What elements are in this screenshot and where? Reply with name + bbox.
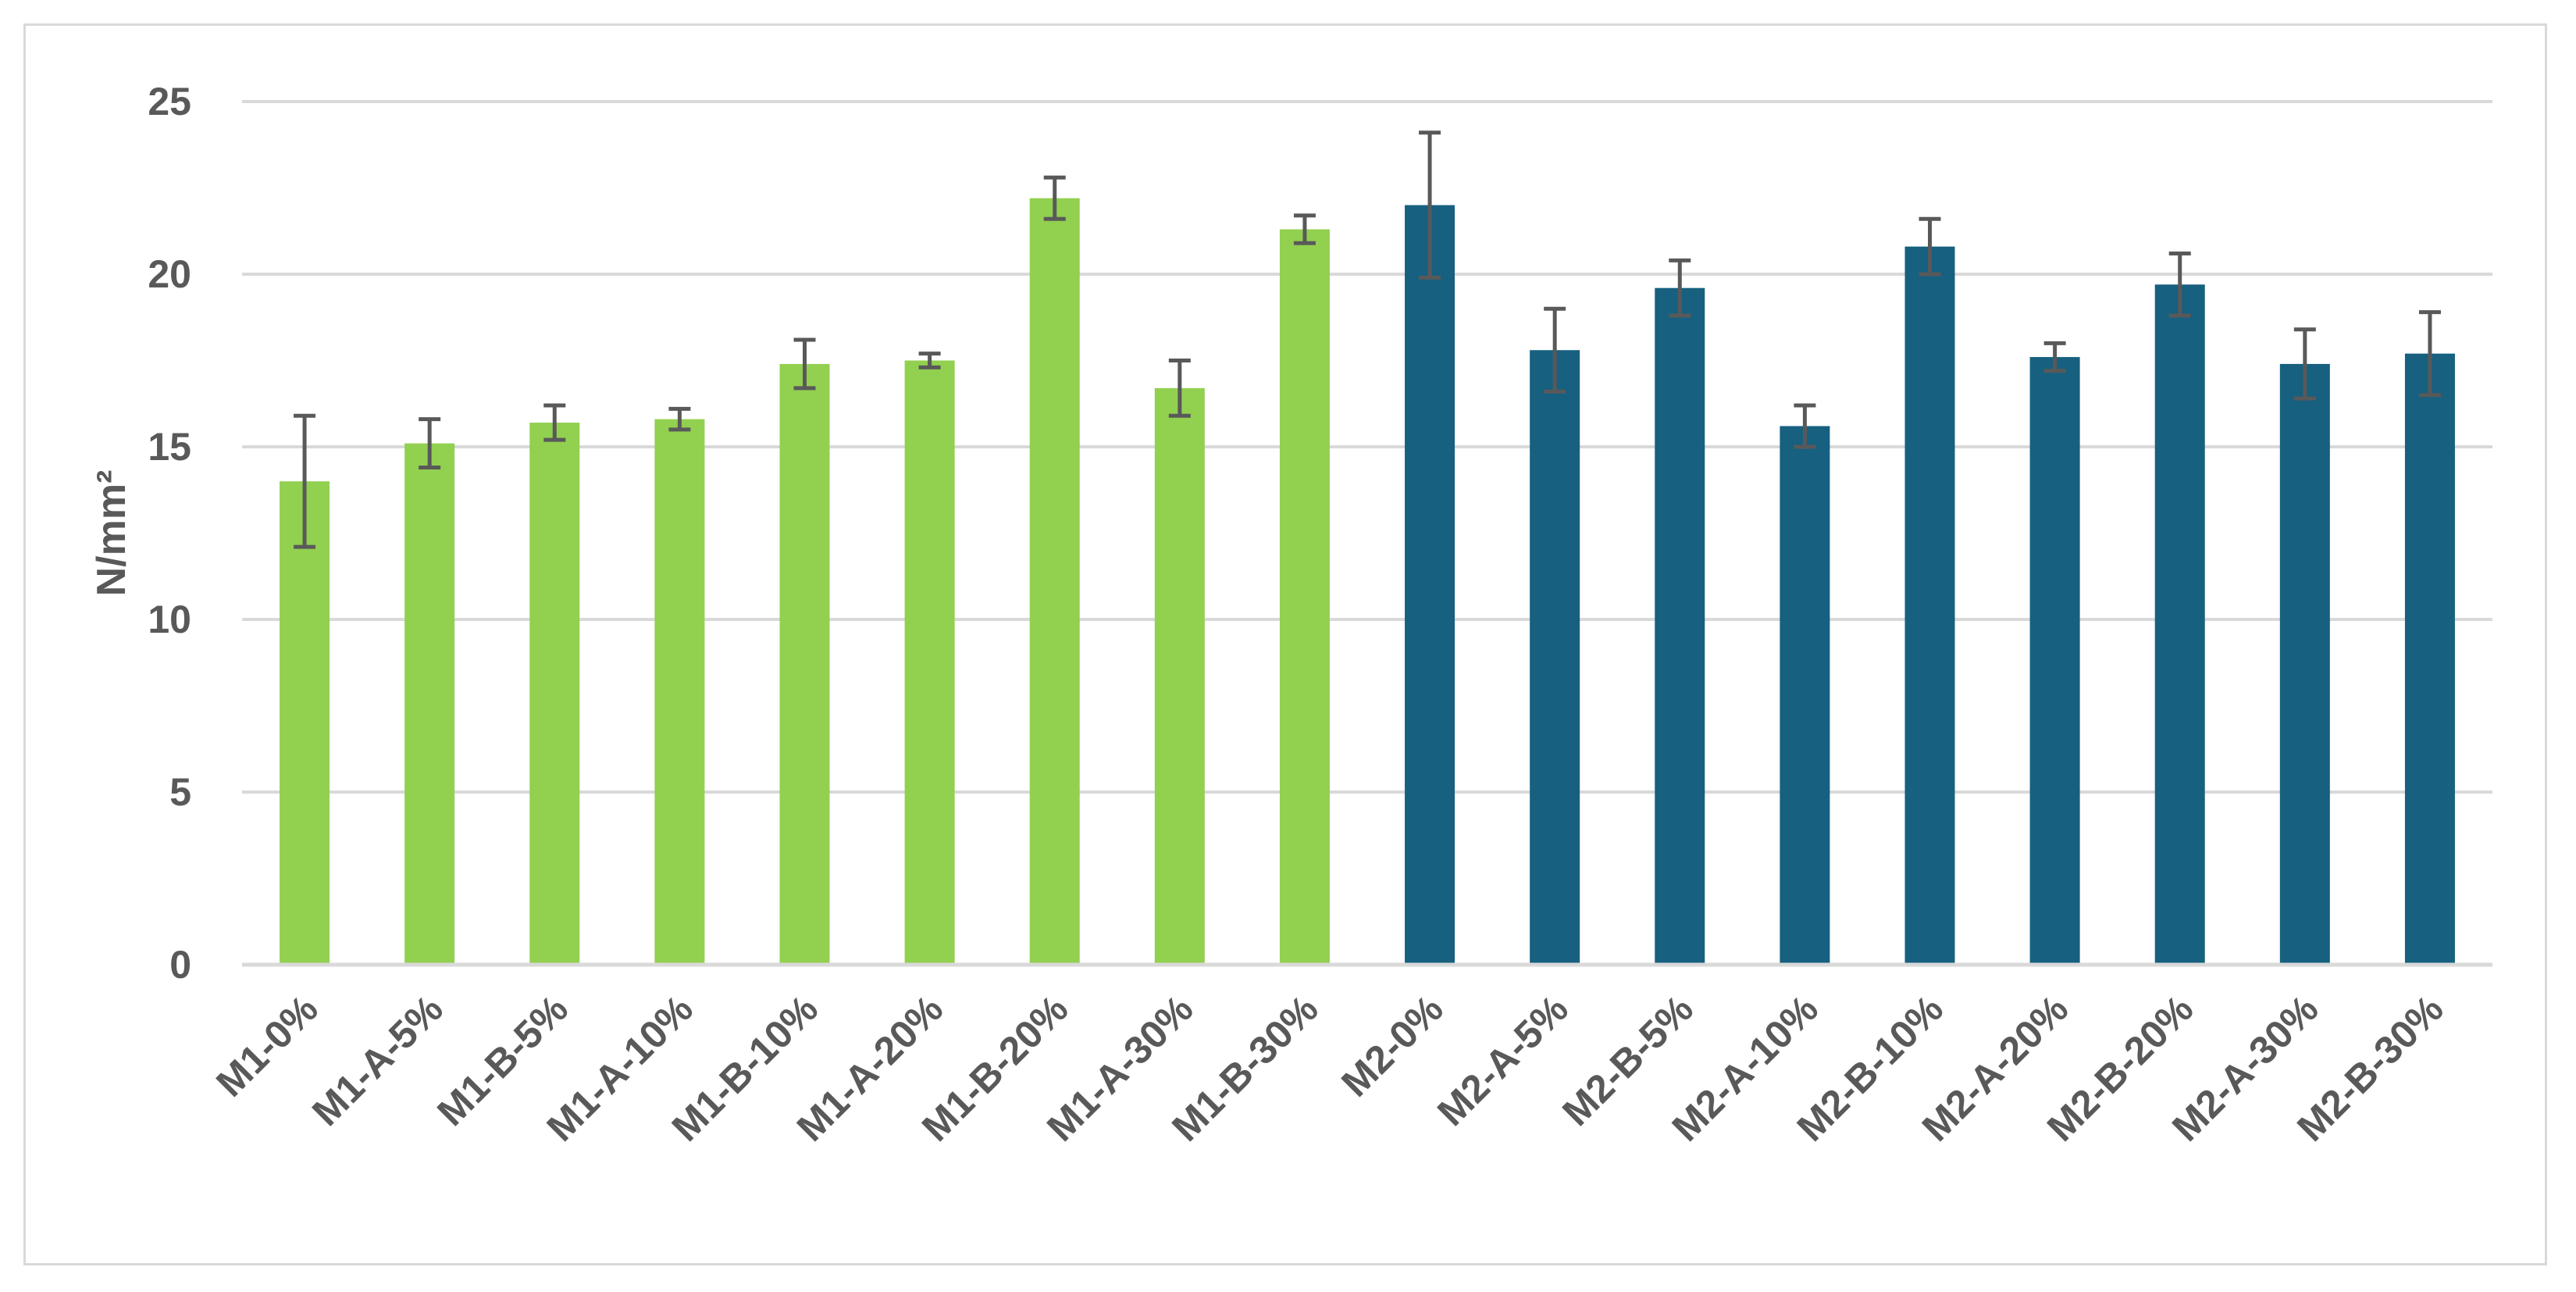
- bar: [1405, 205, 1455, 965]
- bar: [2029, 357, 2080, 965]
- bar: [779, 363, 830, 965]
- y-tick-label: 0: [169, 943, 191, 987]
- bar: [2279, 363, 2330, 965]
- x-tick-label: M2-0%: [1333, 987, 1452, 1105]
- bar: [404, 443, 455, 965]
- bar: [1904, 246, 1955, 965]
- bar: [1780, 426, 1830, 965]
- bar: [2404, 353, 2455, 965]
- bar: [904, 360, 955, 965]
- x-tick-label: M1-0%: [208, 987, 326, 1105]
- y-tick-label: 5: [169, 770, 191, 814]
- bar: [1655, 287, 1705, 965]
- bar: [1029, 198, 1080, 965]
- bar: [2154, 284, 2205, 965]
- y-tick-label: 20: [148, 252, 191, 296]
- bar: [1279, 229, 1330, 965]
- bar: [1530, 350, 1580, 965]
- bar: [280, 481, 330, 965]
- y-tick-label: 25: [148, 80, 191, 123]
- x-tick-label: M2-A-5%: [1429, 987, 1577, 1134]
- bar: [1154, 387, 1205, 965]
- y-tick-label: 10: [148, 598, 191, 641]
- bar: [529, 423, 580, 965]
- bar: [654, 419, 705, 965]
- y-tick-label: 15: [148, 425, 191, 469]
- y-axis-title: N/mm²: [89, 470, 134, 597]
- x-tick-label: M1-A-5%: [304, 987, 451, 1134]
